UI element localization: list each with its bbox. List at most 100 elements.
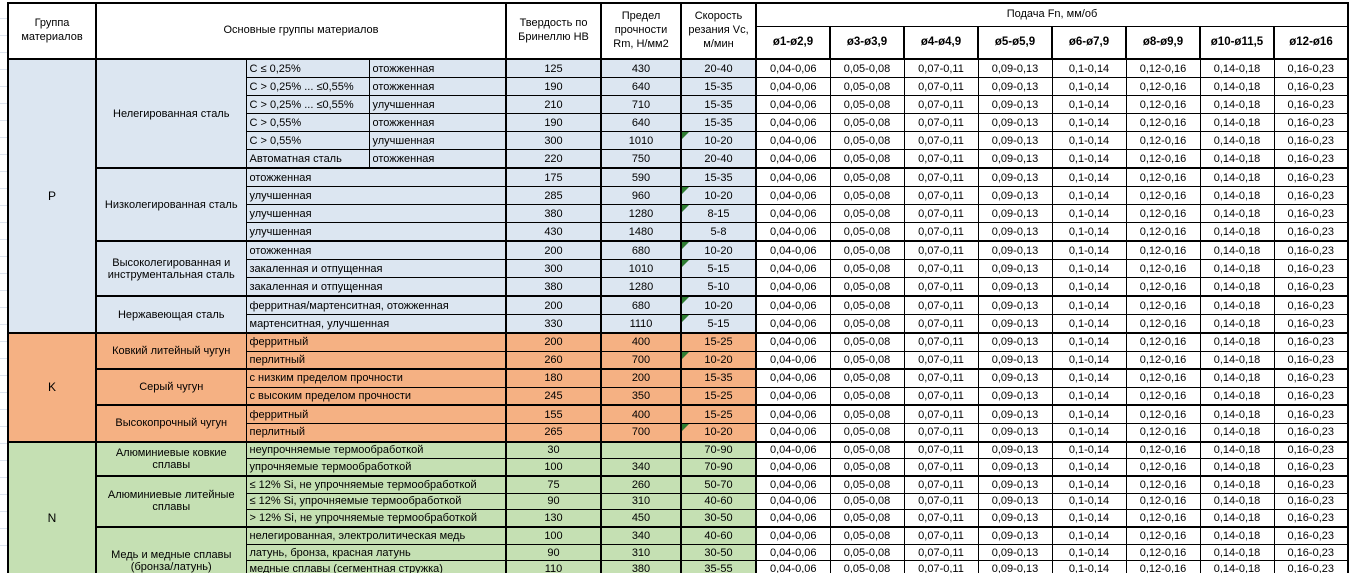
speed-cell[interactable]: 70-90 [680,458,757,477]
feed-cell[interactable]: 0,07-0,11 [903,131,979,150]
feed-cell[interactable]: 0,16-0,23 [1273,350,1349,370]
feed-cell[interactable]: 0,04-0,06 [755,509,831,528]
feed-cell[interactable]: 0,14-0,18 [1199,440,1275,460]
header-main-groups[interactable]: Основные группы материалов [95,2,507,60]
feed-cell[interactable]: 0,09-0,13 [977,440,1053,460]
strength-cell[interactable]: 400 [600,331,682,352]
strength-cell[interactable]: 380 [600,560,682,573]
feed-cell[interactable]: 0,05-0,08 [829,525,905,545]
speed-cell[interactable]: 15-25 [680,404,757,424]
feed-cell[interactable]: 0,09-0,13 [977,58,1053,78]
feed-cell[interactable]: 0,1-0,14 [1051,440,1127,460]
feed-cell[interactable]: 0,05-0,08 [829,422,905,443]
strength-cell[interactable]: 680 [600,240,682,260]
material-group-cell[interactable]: Нелегированная сталь [95,58,247,169]
feed-cell[interactable]: 0,07-0,11 [903,404,979,424]
material-desc-cell[interactable]: неупрочняемые термообработкой [245,440,507,460]
feed-cell[interactable]: 0,09-0,13 [977,525,1053,545]
feed-cell[interactable]: 0,09-0,13 [977,368,1053,388]
header-hardness[interactable]: Твердость по Бринеллю HB [505,2,602,60]
feed-cell[interactable]: 0,04-0,06 [755,404,831,424]
feed-cell[interactable]: 0,14-0,18 [1199,204,1275,223]
material-desc-cell[interactable]: ферритный [245,404,507,424]
feed-cell[interactable]: 0,09-0,13 [977,131,1053,150]
feed-cell[interactable]: 0,09-0,13 [977,113,1053,132]
feed-cell[interactable]: 0,14-0,18 [1199,295,1275,315]
feed-cell[interactable]: 0,1-0,14 [1051,222,1127,242]
feed-cell[interactable]: 0,1-0,14 [1051,543,1127,562]
feed-cell[interactable]: 0,09-0,13 [977,295,1053,315]
speed-cell[interactable]: 5-10 [680,277,757,297]
hardness-cell[interactable]: 300 [505,259,602,278]
feed-cell[interactable]: 0,05-0,08 [829,259,905,278]
speed-cell[interactable]: 5-15 [680,314,757,334]
speed-cell[interactable]: 15-35 [680,113,757,132]
feed-cell[interactable]: 0,05-0,08 [829,386,905,406]
strength-cell[interactable]: 400 [600,404,682,424]
feed-cell[interactable]: 0,09-0,13 [977,186,1053,205]
feed-cell[interactable]: 0,1-0,14 [1051,560,1127,573]
material-group-cell[interactable]: Алюминиевые литейные сплавы [95,474,247,528]
material-desc-cell[interactable]: с низким пределом прочности [245,368,507,388]
feed-cell[interactable]: 0,16-0,23 [1273,95,1349,114]
material-group-cell[interactable]: Медь и медные сплавы (бронза/латунь) [95,526,247,573]
feed-cell[interactable]: 0,09-0,13 [977,509,1053,528]
feed-cell[interactable]: 0,09-0,13 [977,350,1053,370]
hardness-cell[interactable]: 200 [505,295,602,315]
feed-cell[interactable]: 0,05-0,08 [829,240,905,260]
hardness-cell[interactable]: 300 [505,131,602,150]
feed-cell[interactable]: 0,07-0,11 [903,58,979,78]
hardness-cell[interactable]: 220 [505,149,602,169]
feed-cell[interactable]: 0,05-0,08 [829,149,905,169]
hardness-cell[interactable]: 175 [505,167,602,187]
feed-cell[interactable]: 0,04-0,06 [755,131,831,150]
material-desc-cell[interactable]: C > 0,25% ... ≤0,55% [245,95,370,114]
feed-cell[interactable]: 0,05-0,08 [829,350,905,370]
hardness-cell[interactable]: 380 [505,204,602,223]
feed-cell[interactable]: 0,14-0,18 [1199,474,1275,494]
section-letter-cell[interactable]: P [7,58,97,334]
feed-cell[interactable]: 0,05-0,08 [829,543,905,562]
feed-cell[interactable]: 0,04-0,06 [755,474,831,494]
feed-cell[interactable]: 0,16-0,23 [1273,386,1349,406]
header-feed-title[interactable]: Подача Fn, мм/об [755,2,1349,27]
feed-cell[interactable]: 0,04-0,06 [755,113,831,132]
hardness-cell[interactable]: 180 [505,368,602,388]
material-state-cell[interactable]: отожженная [368,58,507,78]
material-desc-cell[interactable]: C > 0,25% ... ≤0,55% [245,77,370,96]
material-desc-cell[interactable]: улучшенная [245,204,507,223]
hardness-cell[interactable]: 125 [505,58,602,78]
feed-diameter-header[interactable]: ø4-ø4,9 [903,25,979,60]
feed-cell[interactable]: 0,1-0,14 [1051,167,1127,187]
feed-cell[interactable]: 0,09-0,13 [977,331,1053,352]
feed-cell[interactable]: 0,12-0,16 [1125,131,1201,150]
feed-cell[interactable]: 0,04-0,06 [755,222,831,242]
feed-cell[interactable]: 0,07-0,11 [903,167,979,187]
material-desc-cell[interactable]: закаленная и отпущенная [245,259,507,278]
feed-cell[interactable]: 0,09-0,13 [977,95,1053,114]
feed-diameter-header[interactable]: ø5-ø5,9 [977,25,1053,60]
feed-cell[interactable]: 0,12-0,16 [1125,509,1201,528]
feed-cell[interactable]: 0,09-0,13 [977,314,1053,334]
material-desc-cell[interactable]: C > 0,55% [245,131,370,150]
feed-cell[interactable]: 0,04-0,06 [755,77,831,96]
hardness-cell[interactable]: 190 [505,113,602,132]
feed-cell[interactable]: 0,1-0,14 [1051,386,1127,406]
feed-cell[interactable]: 0,09-0,13 [977,404,1053,424]
feed-cell[interactable]: 0,09-0,13 [977,458,1053,477]
feed-cell[interactable]: 0,1-0,14 [1051,525,1127,545]
feed-cell[interactable]: 0,09-0,13 [977,543,1053,562]
feed-cell[interactable]: 0,09-0,13 [977,222,1053,242]
material-group-cell[interactable]: Нержавеющая сталь [95,295,247,334]
section-letter-cell[interactable]: K [7,332,97,443]
feed-cell[interactable]: 0,16-0,23 [1273,277,1349,297]
speed-cell[interactable]: 40-60 [680,492,757,511]
feed-cell[interactable]: 0,14-0,18 [1199,95,1275,114]
strength-cell[interactable]: 1010 [600,131,682,150]
speed-cell[interactable]: 70-90 [680,440,757,460]
strength-cell[interactable] [600,440,682,460]
material-group-cell[interactable]: Серый чугун [95,368,247,406]
feed-cell[interactable]: 0,07-0,11 [903,525,979,545]
speed-cell[interactable]: 15-25 [680,386,757,406]
header-speed[interactable]: Скорость резания Vc, м/мин [680,2,757,60]
